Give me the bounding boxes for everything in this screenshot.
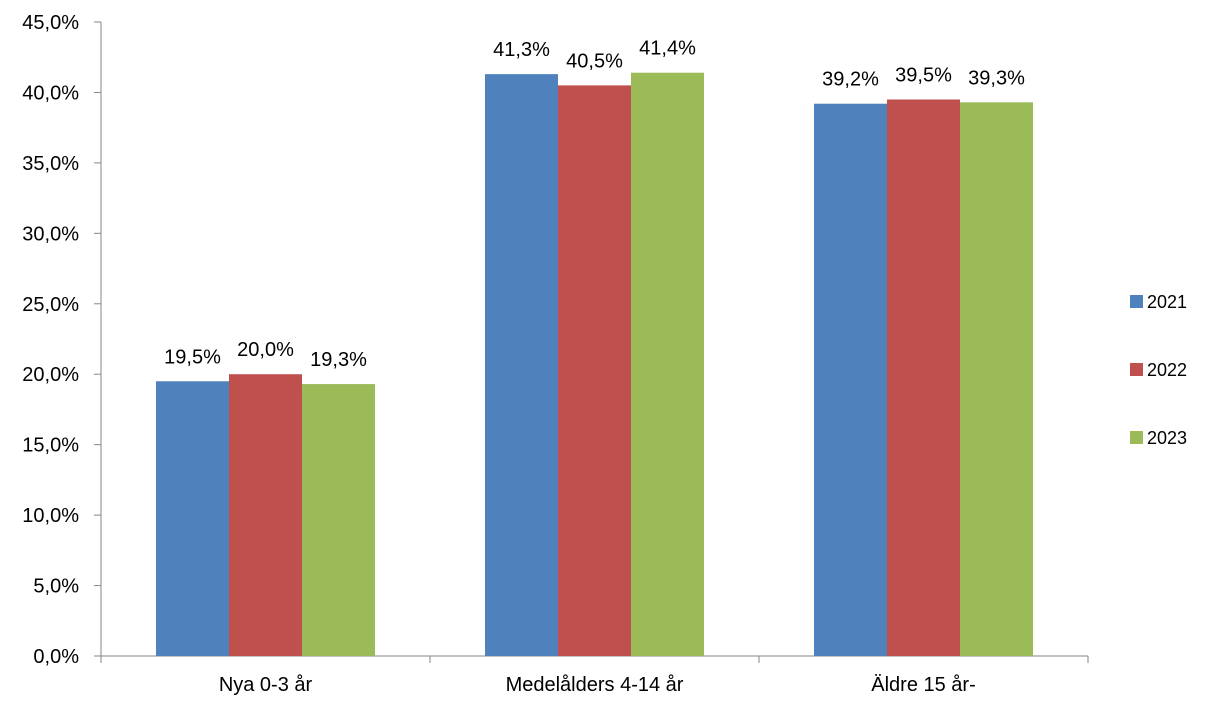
y-tick-label: 0,0% (33, 646, 79, 668)
bar-2021 (156, 381, 229, 656)
legend-label-2022: 2022 (1147, 360, 1187, 380)
data-label-2021: 41,3% (493, 39, 550, 61)
y-tick-label: 30,0% (22, 223, 79, 245)
legend-swatch-2022 (1130, 363, 1143, 376)
y-tick-label: 35,0% (22, 153, 79, 175)
bars (156, 72, 1033, 657)
y-tick-label: 5,0% (33, 576, 79, 598)
bar-2021 (814, 103, 887, 656)
legend-swatch-2021 (1130, 295, 1143, 308)
x-category-label: Äldre 15 år- (871, 674, 976, 696)
legend: 2021 2022 2023 (1130, 292, 1187, 448)
x-axis: Nya 0-3 år Medelålders 4-14 år Äldre 15 år… (100, 655, 1089, 696)
y-tick-label: 40,0% (22, 82, 79, 104)
legend-label-2021: 2021 (1147, 292, 1187, 312)
bar-2022 (887, 99, 960, 656)
data-label-2022: 39,5% (895, 64, 952, 86)
y-tick-label: 45,0% (22, 12, 79, 34)
data-label-2021: 19,5% (164, 346, 221, 368)
bar-2023 (631, 72, 704, 657)
x-category-label: Nya 0-3 år (219, 674, 313, 696)
bar-2022 (558, 85, 631, 656)
data-label-2021: 39,2% (822, 69, 879, 91)
bar-2022 (229, 374, 302, 656)
data-label-2023: 39,3% (968, 67, 1025, 89)
y-tick-label: 25,0% (22, 294, 79, 316)
y-tick-label: 15,0% (22, 435, 79, 457)
data-label-2023: 19,3% (310, 349, 367, 371)
y-tick-label: 10,0% (22, 505, 79, 527)
x-category-label: Medelålders 4-14 år (506, 674, 684, 696)
bar-2021 (485, 74, 558, 656)
y-tick-label: 20,0% (22, 364, 79, 386)
data-labels: 19,5% 20,0% 19,3% 41,3% 40,5% 41,4% 39,2% 39,5%… (164, 38, 1025, 371)
data-label-2022: 20,0% (237, 339, 294, 361)
y-axis: 0,0% 5,0% 10,0% 15,0% 20,0% 25,0% 30,0% 35,0% 40… (22, 12, 102, 668)
bar-2023 (302, 384, 375, 656)
data-label-2022: 40,5% (566, 50, 623, 72)
bar-2023 (960, 102, 1033, 657)
legend-swatch-2023 (1130, 431, 1143, 444)
data-label-2023: 41,4% (639, 38, 696, 60)
legend-label-2023: 2023 (1147, 428, 1187, 448)
